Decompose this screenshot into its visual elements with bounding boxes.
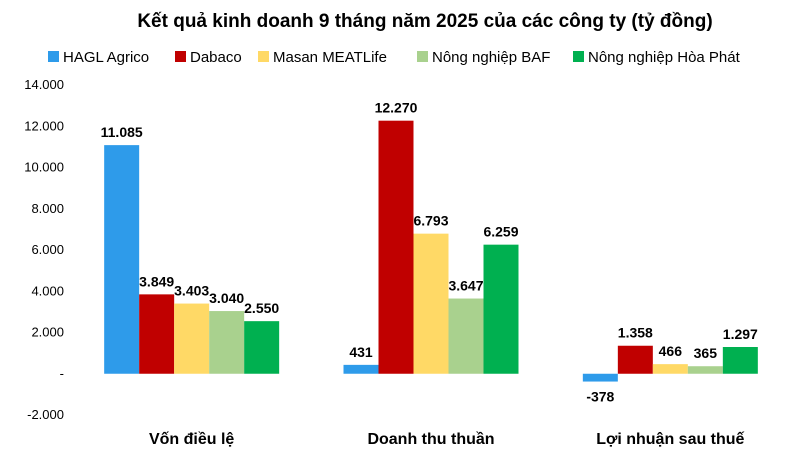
data-label-2-2: 466 <box>659 343 683 359</box>
data-label-2-3: 365 <box>694 345 718 361</box>
y-tick-label-2: 2.000 <box>31 325 64 340</box>
y-tick-label-4: 6.000 <box>31 242 64 257</box>
y-tick-label-6: 10.000 <box>24 160 64 175</box>
data-label-0-3: 3.040 <box>209 290 244 306</box>
bar-2-3 <box>687 366 723 374</box>
y-tick-label-3: 4.000 <box>31 283 64 298</box>
legend-label-1: Dabaco <box>190 49 242 66</box>
legend-label-0: HAGL Agrico <box>63 49 149 66</box>
legend-swatch-1 <box>175 51 186 62</box>
data-label-0-1: 3.849 <box>139 273 174 289</box>
data-label-2-0: -378 <box>586 389 614 405</box>
legend-label-2: Masan MEATLife <box>273 49 387 66</box>
category-label-0: Vốn điều lệ <box>149 431 234 448</box>
bar-1-4 <box>483 244 519 374</box>
y-tick-label-1: - <box>60 366 64 381</box>
legend-swatch-3 <box>417 51 428 62</box>
data-label-0-4: 2.550 <box>244 300 279 316</box>
bar-2-4 <box>722 346 758 374</box>
data-label-0-2: 3.403 <box>174 283 209 299</box>
data-label-1-0: 431 <box>349 344 373 360</box>
bars <box>104 120 758 382</box>
bar-0-1 <box>139 294 175 374</box>
y-tick-label-7: 12.000 <box>24 118 64 133</box>
legend-swatch-4 <box>573 51 584 62</box>
bar-1-2 <box>413 233 449 374</box>
bar-1-1 <box>378 120 414 374</box>
legend-swatch-0 <box>48 51 59 62</box>
bar-1-3 <box>448 298 484 374</box>
y-tick-label-8: 14.000 <box>24 77 64 92</box>
bar-0-4 <box>244 321 280 374</box>
data-label-1-2: 6.793 <box>413 213 448 229</box>
legend-label-3: Nông nghiệp BAF <box>432 49 550 66</box>
y-tick-label-5: 8.000 <box>31 201 64 216</box>
data-label-1-4: 6.259 <box>483 224 518 240</box>
bar-1-0 <box>343 364 379 374</box>
y-axis: -2.000-2.0004.0006.0008.00010.00012.0001… <box>24 77 64 422</box>
category-label-1: Doanh thu thuần <box>367 431 494 448</box>
y-tick-label-0: -2.000 <box>27 407 64 422</box>
x-axis: Vốn điều lệ Doanh thu thuần Lợi nhuận sau … <box>149 431 745 448</box>
legend-label-4: Nông nghiệp Hòa Phát <box>588 49 741 66</box>
data-label-0-0: 11.085 <box>101 124 143 140</box>
chart-title: Kết quả kinh doanh 9 tháng năm 2025 của … <box>137 11 712 32</box>
bar-2-0 <box>582 373 618 382</box>
bar-2-2 <box>652 364 688 374</box>
data-label-2-1: 1.358 <box>618 325 653 341</box>
legend: HAGL Agrico Dabaco Masan MEATLife Nông nghi… <box>48 49 741 66</box>
data-label-2-4: 1.297 <box>723 326 758 342</box>
bar-0-0 <box>104 145 140 374</box>
legend-swatch-2 <box>258 51 269 62</box>
bar-0-3 <box>209 311 245 374</box>
data-label-1-1: 12.270 <box>375 100 418 116</box>
bar-0-2 <box>174 303 210 374</box>
bar-2-1 <box>617 345 653 374</box>
data-label-1-3: 3.647 <box>448 278 483 294</box>
category-label-2: Lợi nhuận sau thuế <box>596 431 744 448</box>
